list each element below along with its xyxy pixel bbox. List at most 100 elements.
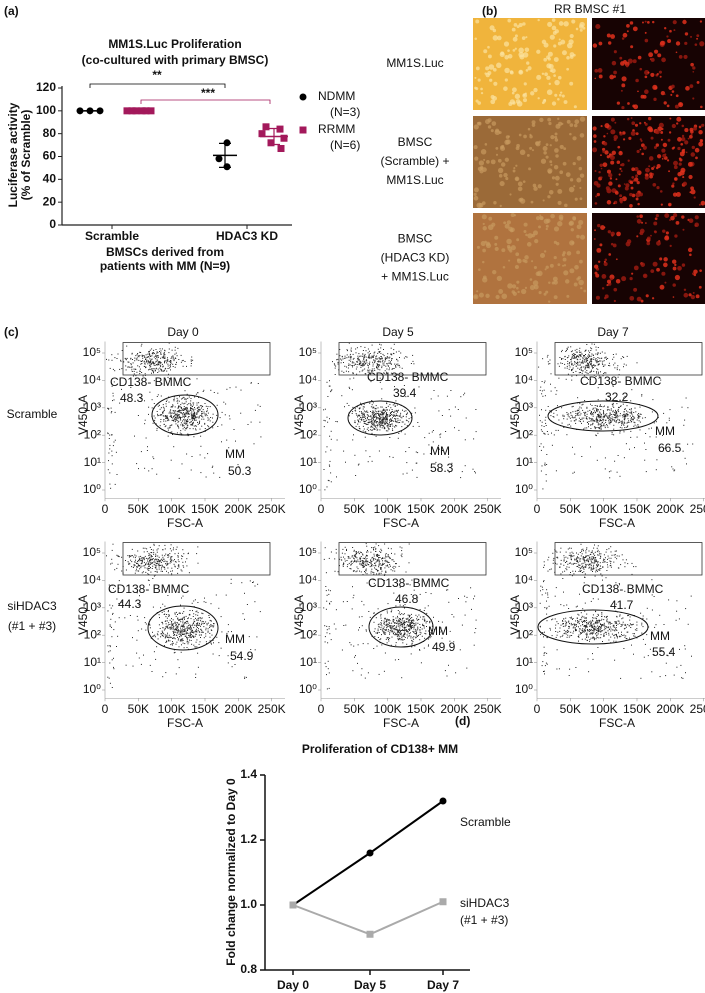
- event-dot: [194, 418, 196, 420]
- event-dot: [600, 427, 602, 429]
- event-dot: [150, 361, 152, 363]
- event-dot: [565, 350, 567, 352]
- event-dot: [638, 417, 640, 419]
- event-dot: [583, 360, 585, 362]
- y-axis-label: V450-A: [76, 595, 90, 635]
- event-dot: [379, 424, 381, 426]
- event-dot: [172, 570, 173, 572]
- event-dot: [619, 413, 621, 415]
- event-dot: [621, 424, 622, 426]
- data-point: [439, 797, 447, 805]
- cell: [648, 156, 654, 161]
- event-dot: [178, 638, 180, 640]
- event-dot: [430, 398, 432, 400]
- event-dot: [145, 564, 146, 566]
- event-dot: [206, 410, 208, 412]
- event-dot: [433, 390, 435, 391]
- event-dot: [377, 361, 379, 363]
- event-dot: [165, 425, 167, 427]
- event-dot: [149, 368, 151, 370]
- event-dot: [166, 625, 168, 627]
- cell: [519, 149, 526, 156]
- event-dot: [376, 355, 378, 357]
- event-dot: [616, 411, 618, 413]
- cell: [664, 281, 667, 284]
- y-tick-label: 10¹: [516, 455, 533, 469]
- event-dot: [193, 627, 195, 629]
- event-dot: [207, 425, 209, 427]
- event-dot: [383, 409, 385, 411]
- cell: [608, 173, 613, 178]
- event-dot: [682, 450, 684, 452]
- cell: [598, 74, 603, 79]
- event-dot: [169, 640, 171, 642]
- event-dot: [163, 566, 165, 568]
- event-dot: [191, 356, 193, 358]
- event-dot: [213, 623, 215, 625]
- x-tick-label: Day 7: [427, 978, 459, 992]
- event-dot: [192, 415, 194, 417]
- event-dot: [133, 564, 135, 566]
- event-dot: [119, 368, 121, 370]
- event-dot: [372, 407, 374, 409]
- event-dot: [592, 408, 594, 410]
- event-dot: [384, 427, 386, 429]
- event-dot: [226, 632, 228, 634]
- event-dot: [348, 556, 350, 558]
- cell: [603, 141, 608, 146]
- event-dot: [139, 595, 140, 597]
- event-dot: [375, 435, 377, 437]
- event-dot: [597, 352, 599, 354]
- cell: [621, 162, 625, 167]
- event-dot: [204, 457, 206, 459]
- event-dot: [362, 416, 364, 418]
- x-tick-label: 0: [318, 502, 325, 516]
- event-dot: [191, 602, 193, 604]
- event-dot: [384, 560, 386, 562]
- event-dot: [337, 363, 339, 365]
- event-dot: [541, 381, 543, 382]
- event-dot: [149, 546, 151, 548]
- event-dot: [166, 560, 168, 562]
- cell: [698, 141, 704, 147]
- event-dot: [159, 414, 161, 416]
- event-dot: [618, 407, 620, 409]
- event-dot: [368, 422, 370, 424]
- cell: [516, 286, 519, 290]
- event-dot: [172, 637, 174, 639]
- event-dot: [127, 584, 129, 586]
- cell: [515, 99, 521, 104]
- event-dot: [183, 625, 185, 627]
- event-dot: [172, 549, 174, 551]
- event-dot: [111, 659, 113, 661]
- event-dot: [167, 624, 169, 626]
- event-dot: [572, 405, 574, 407]
- event-dot: [163, 370, 165, 372]
- event-dot: [136, 566, 138, 568]
- event-dot: [395, 415, 397, 417]
- event-dot: [384, 360, 386, 362]
- event-dot: [164, 627, 166, 629]
- event-dot: [145, 557, 147, 559]
- cell: [474, 156, 479, 161]
- event-dot: [374, 420, 375, 422]
- event-dot: [150, 549, 152, 550]
- event-dot: [157, 638, 159, 640]
- event-dot: [371, 356, 373, 358]
- event-dot: [353, 555, 355, 557]
- event-dot: [183, 626, 185, 628]
- gate-percent: 66.5: [658, 441, 682, 455]
- event-dot: [387, 425, 389, 427]
- event-dot: [392, 414, 394, 416]
- event-dot: [176, 355, 178, 357]
- event-dot: [587, 358, 589, 360]
- event-dot: [603, 418, 605, 420]
- cell: [616, 231, 621, 237]
- cell: [668, 131, 672, 134]
- cell: [667, 138, 671, 142]
- event-dot: [588, 421, 590, 422]
- event-dot: [343, 371, 345, 373]
- event-dot: [601, 362, 603, 364]
- event-dot: [191, 408, 193, 409]
- event-dot: [167, 572, 169, 574]
